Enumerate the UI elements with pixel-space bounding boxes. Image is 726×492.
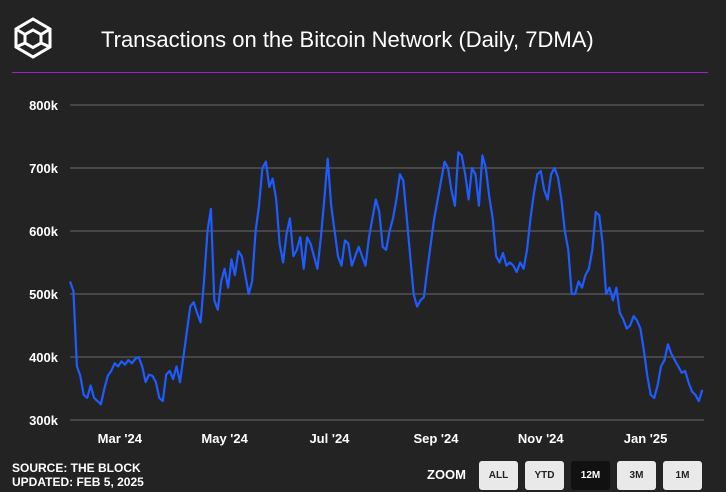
updated-text: UPDATED: FEB 5, 2025: [12, 475, 144, 489]
x-tick-label: Sep '24: [413, 431, 459, 446]
y-tick-label: 700k: [29, 161, 59, 176]
y-tick-label: 400k: [29, 350, 59, 365]
header-divider: [12, 72, 708, 73]
the-block-logo-icon: [14, 17, 52, 59]
x-tick-label: Mar '24: [98, 431, 143, 446]
zoom-all-button[interactable]: ALL: [479, 461, 518, 490]
y-tick-label: 500k: [29, 287, 59, 302]
zoom-3m-button[interactable]: 3M: [617, 461, 656, 490]
series-line: [68, 151, 704, 406]
y-tick-label: 300k: [29, 413, 59, 428]
chart-footer: SOURCE: THE BLOCK UPDATED: FEB 5, 2025: [12, 461, 144, 489]
source-text: SOURCE: THE BLOCK: [12, 461, 141, 475]
y-tick-label: 800k: [29, 98, 59, 113]
chart-title: Transactions on the Bitcoin Network (Dai…: [101, 27, 594, 52]
transactions-line-chart: 300k 400k 500k 600k 700k 800k Mar '24 May '24 Ju…: [29, 98, 704, 446]
zoom-12m-button[interactable]: 12M: [571, 461, 610, 490]
zoom-1m-button[interactable]: 1M: [663, 461, 702, 490]
y-tick-label: 600k: [29, 224, 59, 239]
x-tick-label: Jan '25: [624, 431, 668, 446]
zoom-ytd-button[interactable]: YTD: [525, 461, 564, 490]
x-tick-label: May '24: [201, 431, 248, 446]
x-tick-label: Jul '24: [309, 431, 350, 446]
zoom-label: ZOOM: [427, 467, 466, 482]
x-tick-label: Nov '24: [518, 431, 564, 446]
